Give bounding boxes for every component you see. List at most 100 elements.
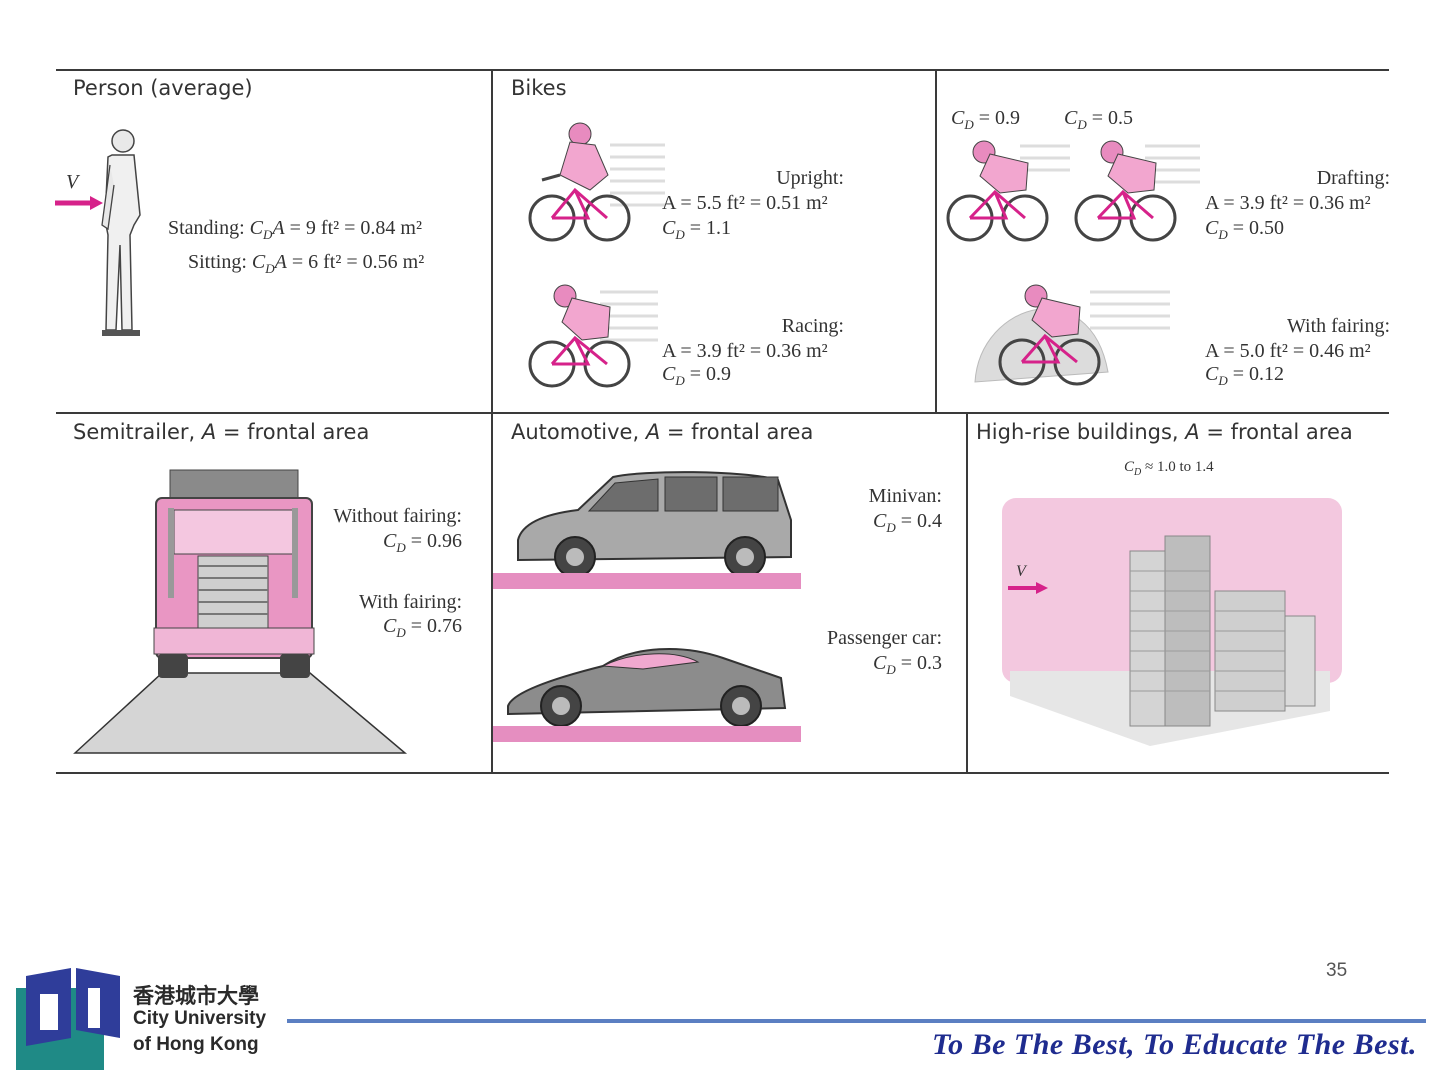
cd-subscript: D (1218, 373, 1228, 388)
cd-symbol: C (1124, 459, 1135, 475)
person-title: Person (average) (73, 76, 253, 100)
passenger-car-figure (493, 647, 801, 742)
footer-motto: To Be The Best, To Educate The Best. (932, 1028, 1417, 1061)
divider-person-bikes (491, 69, 493, 774)
bikes-title: Bikes (511, 76, 567, 100)
sitting-value: = 6 ft² = 0.56 m² (291, 251, 425, 273)
with-fairing-label: With fairing: (358, 591, 462, 613)
drafting-cyclists-figure (946, 140, 1200, 242)
cd-subscript: D (886, 662, 896, 677)
with-fairing-cd: CD = 0.76 (300, 614, 462, 645)
cityu-logo-icon (16, 968, 120, 1070)
fairing-area: A = 5.0 ft² = 0.46 m² (1205, 340, 1371, 362)
cd-subscript: D (265, 261, 275, 276)
buildings-title-suffix: = frontal area (1199, 420, 1353, 444)
buildings-cd-value: ≈ 1.0 to 1.4 (1145, 459, 1214, 475)
area-symbol: A (1185, 420, 1200, 444)
cd-subscript: D (396, 540, 406, 555)
divider-bikes-drafting (935, 69, 937, 413)
minivan-label: Minivan: (868, 485, 942, 507)
cd-subscript: D (396, 625, 406, 640)
racing-cd: CD = 0.9 (662, 362, 731, 393)
passenger-car-label: Passenger car: (827, 627, 942, 649)
cd-subscript: D (964, 117, 974, 132)
buildings-velocity-label: V (1016, 563, 1026, 580)
fairing-label: With fairing: (1286, 315, 1390, 337)
racing-cd-value: = 0.9 (689, 363, 732, 385)
automotive-title: Automotive, A = frontal area (511, 420, 813, 444)
cd-symbol: C (872, 652, 887, 674)
cd-symbol: C (1205, 217, 1219, 239)
logo-name-line1: City University (133, 1008, 267, 1029)
minivan-cd: CD = 0.4 (800, 509, 942, 540)
buildings-title-prefix: High-rise buildings, (976, 420, 1186, 444)
semitrailer-title-suffix: = frontal area (216, 420, 370, 444)
upright-cyclist-figure (528, 122, 665, 242)
drafting-area: A = 3.9 ft² = 0.36 m² (1205, 192, 1371, 214)
passenger-car-cd-value: = 0.3 (900, 652, 942, 674)
cd-symbol: C (382, 530, 397, 552)
minivan-figure (493, 471, 801, 589)
racing-label: Racing: (781, 315, 844, 337)
with-fairing-cd-value: = 0.76 (410, 615, 462, 637)
racing-cyclist-figure (528, 284, 658, 388)
cd-subscript: D (886, 520, 896, 535)
automotive-title-prefix: Automotive, (511, 420, 646, 444)
cd-subscript: D (675, 373, 685, 388)
drafting-cd-first-value: = 0.9 (978, 107, 1021, 129)
footer-divider (287, 1019, 1426, 1023)
cd-subscript: D (1077, 117, 1087, 132)
semitrailer-title: Semitrailer, A = frontal area (73, 420, 369, 444)
cd-subscript: D (263, 227, 273, 242)
drafting-cd: CD = 0.50 (1205, 216, 1284, 247)
person-figure (55, 129, 141, 336)
cd-symbol: C (251, 251, 266, 273)
standing-label: Standing: (168, 217, 245, 239)
fairing-cd-value: = 0.12 (1232, 363, 1285, 385)
cd-symbol: C (249, 217, 264, 239)
cd-symbol: C (662, 217, 676, 239)
fairing-cyclist-figure (974, 284, 1170, 386)
person-sitting-eq: Sitting: CDA = 6 ft² = 0.56 m² (188, 250, 424, 281)
cd-symbol: C (662, 363, 676, 385)
logo-name-line2: of Hong Kong (133, 1034, 259, 1055)
table-top-border (56, 69, 1389, 71)
fairing-cd: CD = 0.12 (1205, 362, 1284, 393)
upright-area: A = 5.5 ft² = 0.51 m² (662, 192, 828, 214)
drafting-cd-second: CD = 0.5 (1064, 106, 1133, 137)
logo-chinese-name: 香港城市大學 (133, 985, 259, 1008)
person-standing-eq: Standing: CDA = 9 ft² = 0.84 m² (168, 216, 422, 247)
area-symbol: A (274, 251, 287, 273)
without-fairing-label: Without fairing: (333, 505, 462, 527)
sitting-label: Sitting: (188, 251, 247, 273)
upright-label: Upright: (776, 167, 844, 189)
standing-value: = 9 ft² = 0.84 m² (289, 217, 422, 239)
buildings-title: High-rise buildings, A = frontal area (976, 420, 1353, 444)
high-rise-buildings-figure (1002, 498, 1342, 746)
without-fairing-cd-value: = 0.96 (410, 530, 462, 552)
drafting-cd-value: = 0.50 (1232, 217, 1285, 239)
drafting-cd-second-value: = 0.5 (1091, 107, 1134, 129)
cd-symbol: C (382, 615, 397, 637)
racing-area: A = 3.9 ft² = 0.36 m² (662, 340, 828, 362)
area-symbol: A (201, 420, 217, 444)
cd-subscript: D (675, 227, 685, 242)
cd-subscript: D (1134, 467, 1142, 478)
upright-cd: CD = 1.1 (662, 216, 731, 247)
semitrailer-title-prefix: Semitrailer, (73, 420, 202, 444)
without-fairing-cd: CD = 0.96 (300, 529, 462, 560)
semitrailer-truck-figure (73, 469, 408, 754)
buildings-cd: CD ≈ 1.0 to 1.4 (1124, 459, 1214, 478)
cd-subscript: D (1218, 227, 1228, 242)
passenger-car-cd: CD = 0.3 (780, 651, 942, 682)
area-symbol: A (272, 217, 285, 239)
cd-symbol: C (1205, 363, 1219, 385)
drafting-label: Drafting: (1316, 167, 1390, 189)
cd-symbol: C (951, 107, 965, 129)
cd-symbol: C (1064, 107, 1078, 129)
slide-number: 35 (1326, 960, 1348, 981)
person-velocity-label: V (66, 171, 79, 193)
table-middle-border (56, 412, 1389, 414)
automotive-title-suffix: = frontal area (660, 420, 814, 444)
cd-symbol: C (872, 510, 887, 532)
